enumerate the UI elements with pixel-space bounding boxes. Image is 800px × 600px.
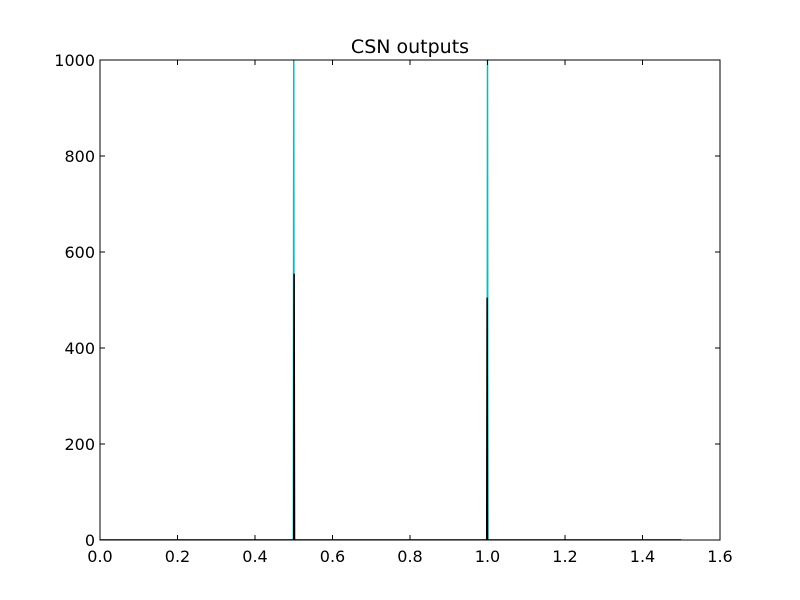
plot-area	[100, 60, 720, 540]
y-tick-label: 200	[64, 435, 95, 454]
x-tick-label: 0.6	[320, 547, 345, 566]
x-tick-label: 0.2	[165, 547, 190, 566]
tick-labels-layer: 0.0 0.2 0.4 0.6 0.8 1.0 1.2 1.4 1.6 0 200 400 600 800…	[54, 51, 732, 566]
y-tick-label: 600	[64, 243, 95, 262]
chart-title: CSN outputs	[351, 36, 469, 58]
x-tick-label: 0.4	[242, 547, 267, 566]
y-tick-label: 1000	[54, 51, 95, 70]
x-tick-label: 1.6	[707, 547, 732, 566]
x-tick-label: 1.0	[475, 547, 500, 566]
x-tick-label: 0.0	[87, 547, 112, 566]
y-tick-label: 400	[64, 339, 95, 358]
series-layer	[100, 60, 682, 540]
y-tick-label: 0	[85, 531, 95, 550]
y-tick-label: 800	[64, 147, 95, 166]
x-tick-label: 1.2	[552, 547, 577, 566]
plot-frame	[99, 59, 721, 541]
x-tick-label: 1.4	[630, 547, 655, 566]
series-line-1	[100, 273, 682, 540]
x-tick-label: 0.8	[397, 547, 422, 566]
